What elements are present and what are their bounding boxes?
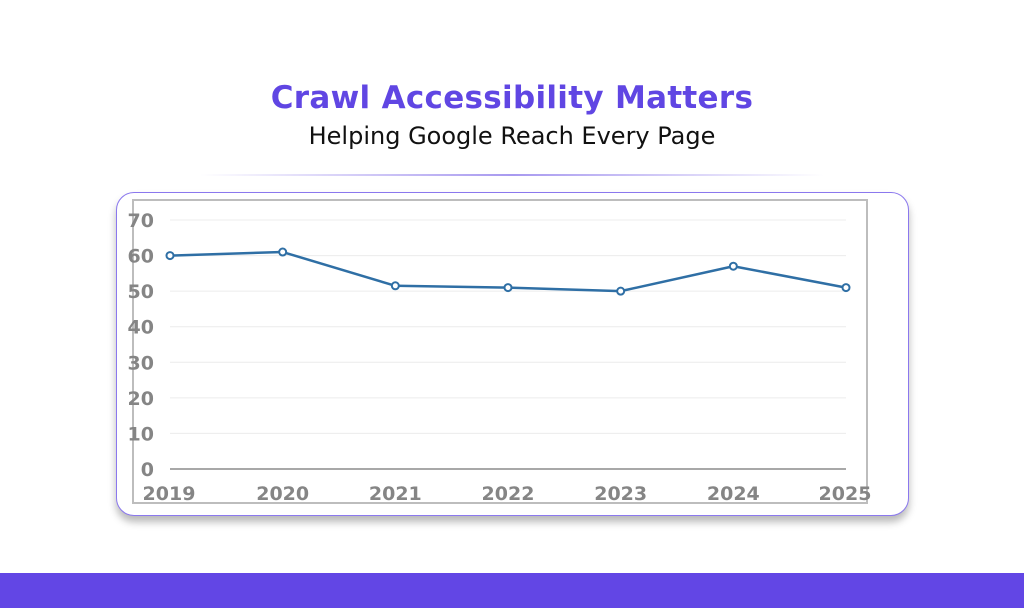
x-tick-label: 2024	[707, 483, 760, 505]
x-tick-label: 2019	[143, 483, 196, 505]
y-tick-label: 20	[128, 388, 154, 410]
data-point-marker	[616, 286, 626, 296]
title-divider	[200, 174, 824, 176]
chart-card	[116, 192, 909, 516]
data-points	[165, 247, 851, 296]
x-tick-label: 2023	[594, 483, 647, 505]
y-tick-label: 0	[141, 459, 154, 481]
plot-frame	[132, 199, 868, 504]
y-tick-label: 40	[128, 317, 154, 339]
data-point-marker	[278, 247, 288, 257]
page-subtitle: Helping Google Reach Every Page	[308, 122, 716, 150]
data-point-marker	[841, 283, 851, 293]
x-tick-label: 2021	[369, 483, 422, 505]
x-axis-ticks: 2019 2020 2021 2022 2023 2024 2025	[143, 483, 872, 505]
y-tick-label: 70	[128, 210, 154, 232]
data-point-marker	[503, 283, 513, 293]
page-title: Crawl Accessibility Matters	[270, 80, 754, 116]
x-tick-label: 2025	[819, 483, 872, 505]
y-tick-label: 60	[128, 246, 154, 268]
data-point-marker	[390, 281, 400, 291]
y-tick-label: 50	[128, 281, 154, 303]
data-point-marker	[165, 251, 175, 261]
footer-band	[0, 573, 1024, 608]
data-point-marker	[728, 261, 738, 271]
y-tick-label: 10	[128, 423, 154, 445]
y-tick-label: 30	[128, 352, 154, 374]
y-axis-ticks: 0 10 20 30 40 50 60 70	[128, 210, 154, 481]
x-tick-label: 2020	[256, 483, 309, 505]
x-tick-label: 2022	[482, 483, 535, 505]
